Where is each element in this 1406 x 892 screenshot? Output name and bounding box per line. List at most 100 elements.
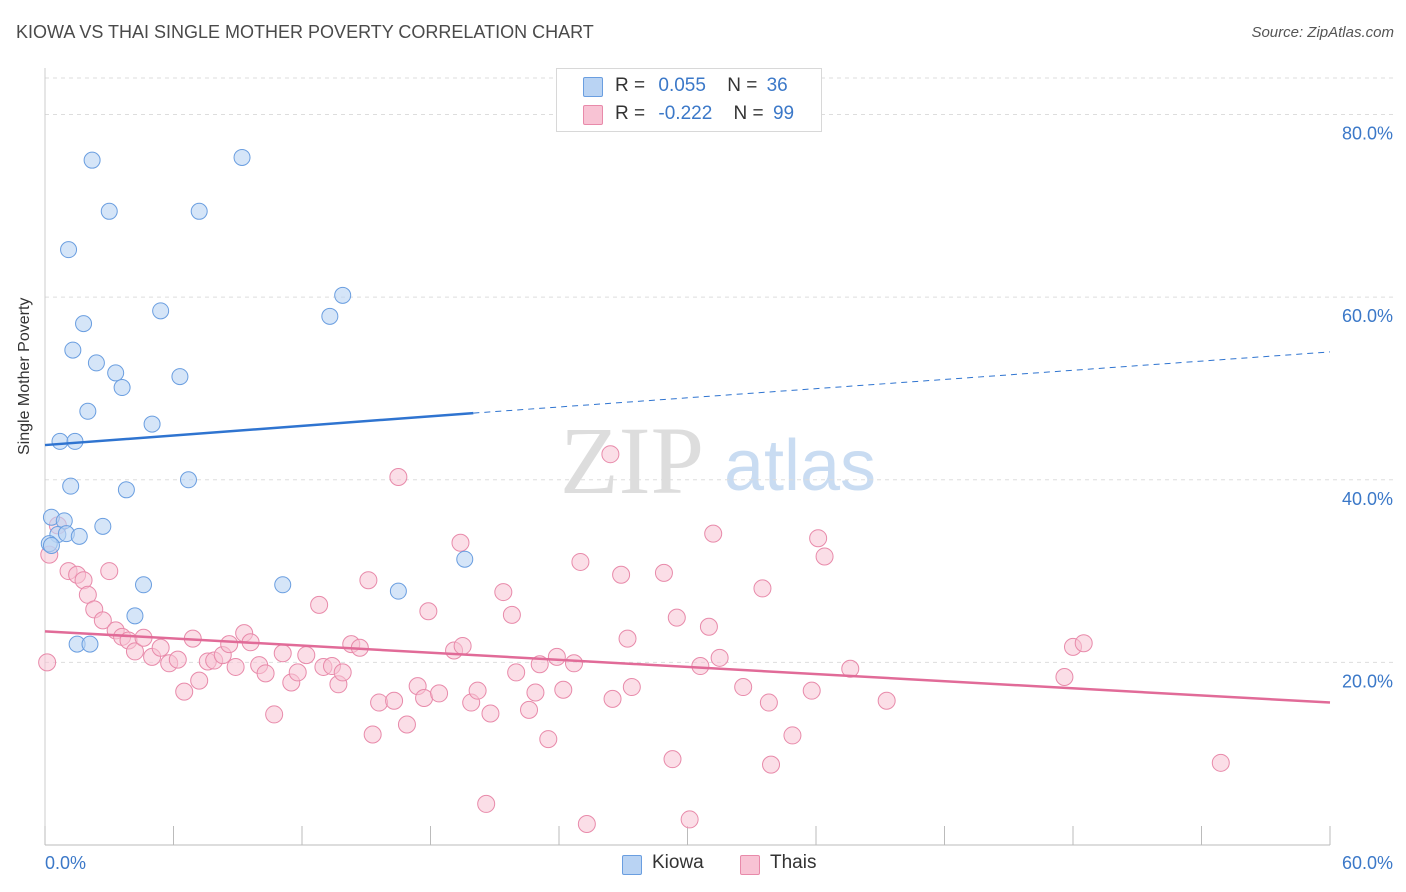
thais-r-value: -0.222 (658, 103, 713, 124)
legend-thais-label: Thais (770, 852, 817, 873)
thai-point (1074, 634, 1093, 653)
kiowa-point (87, 354, 105, 372)
thai-point (468, 681, 487, 700)
thai-point (477, 794, 496, 813)
thai-point (93, 611, 112, 630)
thai-point (397, 715, 416, 734)
thais-r-label: R = (615, 103, 646, 124)
thai-point (554, 680, 573, 699)
thai-point (704, 524, 723, 543)
kiowa-point (233, 148, 251, 166)
thai-point (451, 533, 470, 552)
legend-kiowa-label: Kiowa (652, 852, 704, 873)
thai-point (809, 529, 828, 548)
kiowa-point (171, 368, 189, 386)
thai-point (220, 635, 239, 654)
thai-point (333, 663, 352, 682)
thai-point (564, 654, 583, 673)
thai-point (734, 678, 753, 697)
thai-point (841, 659, 860, 678)
thai-point (680, 810, 699, 829)
thai-point (359, 571, 378, 590)
thai-point (547, 647, 566, 666)
thai-point (691, 657, 710, 676)
thai-point (571, 552, 590, 571)
chart-title: KIOWA VS THAI SINGLE MOTHER POVERTY CORR… (16, 22, 594, 42)
kiowa-point (135, 576, 153, 594)
thai-point (415, 688, 434, 707)
thai-point (100, 562, 119, 581)
thai-point (226, 657, 245, 676)
kiowa-point (94, 517, 112, 535)
legend-kiowa-swatch (622, 855, 642, 875)
thais-n-value: 99 (772, 103, 795, 124)
thai-point (622, 678, 641, 697)
thai-point (256, 664, 275, 683)
thai-point (526, 683, 545, 702)
thai-point (190, 671, 209, 690)
thais-swatch (583, 105, 603, 125)
y-tick-label: 60.0% (1342, 306, 1393, 326)
thai-point (577, 814, 596, 833)
thai-point (38, 653, 57, 672)
kiowa-point (100, 202, 118, 220)
gridlines (45, 77, 1393, 663)
kiowa-trend-extension (473, 351, 1331, 414)
kiowa-point (83, 151, 101, 169)
y-tick-label: 80.0% (1342, 124, 1393, 144)
thai-point (430, 684, 449, 703)
kiowa-point (107, 364, 125, 382)
thai-point (494, 583, 513, 602)
kiowa-point (113, 379, 131, 397)
source-label: Source: ZipAtlas.com (1251, 24, 1394, 41)
thai-point (265, 705, 284, 724)
thai-point (667, 608, 686, 627)
thai-point (288, 663, 307, 682)
thais-n-label: N = (733, 103, 764, 124)
kiowa-point (79, 402, 97, 420)
tick-labels: 20.0% 40.0% 60.0% 80.0% 0.0% 60.0% (45, 124, 1393, 873)
kiowa-point (64, 341, 82, 359)
thai-point (762, 755, 781, 774)
thai-point (759, 693, 778, 712)
kiowa-swatch (583, 77, 603, 97)
y-tick-label: 40.0% (1342, 489, 1393, 509)
thai-point (802, 681, 821, 700)
thai-point (654, 563, 673, 582)
thai-point (389, 468, 408, 487)
kiowa-point (334, 286, 352, 304)
thai-point (710, 648, 729, 667)
thai-point (363, 725, 382, 744)
kiowa-point (143, 415, 161, 433)
kiowa-n-label: N = (727, 75, 758, 96)
kiowa-n-value: 36 (766, 75, 788, 96)
thai-point (481, 704, 500, 723)
legend-thais-swatch (740, 855, 760, 875)
kiowa-trend-line (44, 411, 474, 447)
y-axis-label: Single Mother Poverty (16, 297, 33, 455)
kiowa-point (179, 471, 197, 489)
thai-point (815, 547, 834, 566)
thai-point (877, 691, 896, 710)
thai-point (612, 565, 631, 584)
thai-point (753, 579, 772, 598)
thai-point (125, 642, 144, 661)
kiowa-point (75, 315, 93, 333)
thai-point (310, 595, 329, 614)
kiowa-series (40, 148, 474, 653)
thai-point (699, 617, 718, 636)
kiowa-point (190, 202, 208, 220)
thai-point (783, 726, 802, 745)
kiowa-point (152, 302, 170, 320)
thai-point (1055, 667, 1074, 686)
thai-point (520, 700, 539, 719)
kiowa-point (70, 527, 88, 545)
watermark: ZIP atlas (560, 407, 876, 514)
x-tick-label: 0.0% (45, 853, 86, 873)
thai-point (603, 689, 622, 708)
kiowa-point (42, 537, 60, 555)
thai-point (297, 646, 316, 665)
kiowa-r-label: R = (615, 75, 646, 96)
kiowa-point (81, 635, 99, 653)
